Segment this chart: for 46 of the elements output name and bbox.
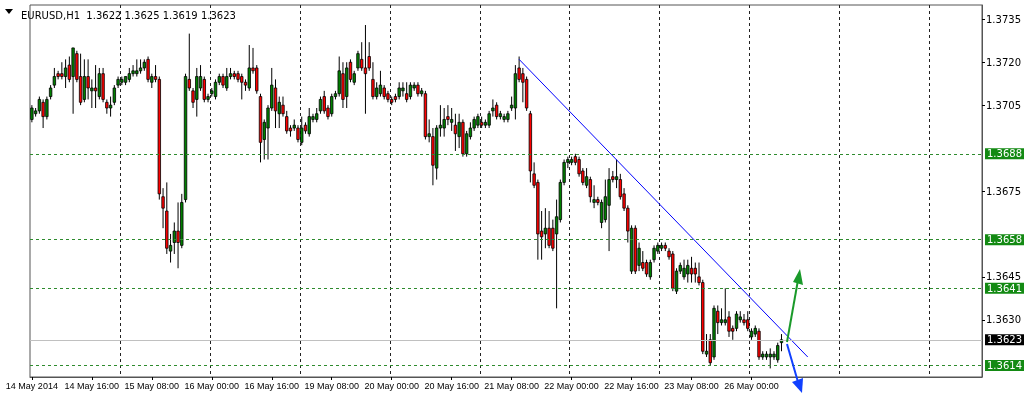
ref-line-label: 1.3658: [987, 234, 1023, 246]
candlestick: [63, 58, 68, 89]
x-tick-label: 14 May 2014: [5, 380, 58, 391]
x-tick-label: 22 May 16:00: [604, 380, 659, 391]
candlestick: [273, 78, 278, 129]
ref-line-label: 1.3688: [987, 148, 1023, 160]
candlestick: [547, 210, 551, 249]
x-tick-label: 16 May 00:00: [184, 380, 240, 391]
x-tick-label: 19 May 08:00: [304, 380, 359, 391]
y-tick-label: 1.3630: [986, 314, 1022, 326]
ref-line-label: 1.3641: [987, 282, 1023, 294]
candlestick: [453, 113, 458, 152]
x-tick-label: 14 May 16:00: [64, 380, 120, 391]
candlestick: [689, 256, 694, 284]
x-tick-label: 16 May 16:00: [244, 380, 300, 391]
candlestick: [599, 199, 604, 229]
y-tick-label: 1.3720: [986, 56, 1022, 68]
x-tick-label: 21 May 08:00: [484, 380, 539, 391]
ref-line-label: 1.3614: [987, 360, 1023, 372]
candlestick: [682, 259, 686, 281]
candlestick: [195, 67, 199, 118]
x-tick-label: 20 May 00:00: [364, 380, 419, 391]
x-tick-label: 26 May 00:00: [724, 380, 779, 391]
candlestick: [41, 98, 45, 129]
candlestick: [742, 313, 746, 326]
ref-line-label: 1.3623: [987, 334, 1023, 346]
candlestick: [176, 201, 180, 269]
candlestick: [93, 64, 98, 109]
y-tick-label: 1.3645: [986, 271, 1022, 283]
candlestick: [442, 107, 446, 138]
candlestick: [693, 262, 697, 284]
candlestick: [330, 93, 334, 118]
y-tick-label: 1.3705: [986, 99, 1022, 111]
candlestick: [60, 61, 64, 80]
candlestick: [401, 81, 405, 98]
y-tick-label: 1.3675: [986, 185, 1022, 197]
candlestick: [131, 64, 135, 78]
y-tick-label: 1.3735: [986, 13, 1022, 25]
x-tick-label: 22 May 00:00: [544, 380, 599, 391]
x-tick-label: 23 May 08:00: [664, 380, 719, 391]
chart-title: EURUSD,H1 1.3622 1.3625 1.3619 1.3623: [21, 9, 236, 21]
x-tick-label: 20 May 16:00: [424, 380, 479, 391]
candlestick: [686, 259, 690, 284]
candlestick: [82, 58, 86, 103]
candlestick: [363, 24, 368, 115]
x-tick-label: 15 May 08:00: [124, 380, 180, 391]
